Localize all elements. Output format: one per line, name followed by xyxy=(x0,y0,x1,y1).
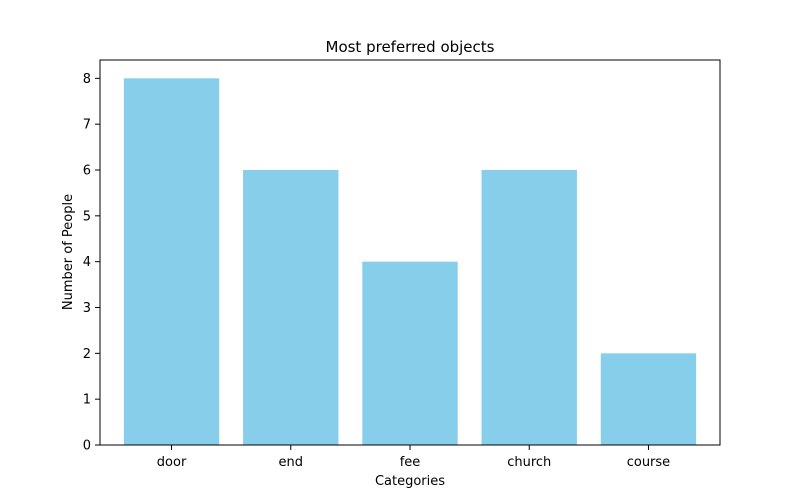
bar-course xyxy=(600,353,697,445)
y-tick-label: 0 xyxy=(83,439,91,454)
x-tick-label: fee xyxy=(400,455,421,470)
y-tick-label: 1 xyxy=(83,393,91,408)
x-tick-label: church xyxy=(507,455,551,470)
y-tick-label: 5 xyxy=(83,209,91,224)
x-axis-label: Categories xyxy=(375,474,445,489)
x-tick-label: door xyxy=(157,455,187,470)
y-tick-label: 7 xyxy=(83,118,91,133)
y-axis-ticks: 0 1 2 3 4 5 6 7 8 xyxy=(83,72,100,454)
x-tick-label: course xyxy=(627,455,670,470)
y-tick-label: 2 xyxy=(83,347,91,362)
bar-church xyxy=(481,170,577,445)
bars-layer xyxy=(123,78,697,445)
chart-title: Most preferred objects xyxy=(326,38,495,56)
y-tick-label: 8 xyxy=(83,72,91,87)
y-tick-label: 3 xyxy=(83,301,91,316)
bar-door xyxy=(123,78,220,445)
y-tick-label: 6 xyxy=(83,164,91,179)
bar-fee xyxy=(362,261,458,445)
y-axis-label: Number of People xyxy=(61,194,76,310)
x-tick-label: end xyxy=(279,455,304,470)
y-tick-label: 4 xyxy=(83,255,91,270)
x-axis-ticks: door end fee church course xyxy=(157,445,670,470)
bar-end xyxy=(243,170,339,445)
